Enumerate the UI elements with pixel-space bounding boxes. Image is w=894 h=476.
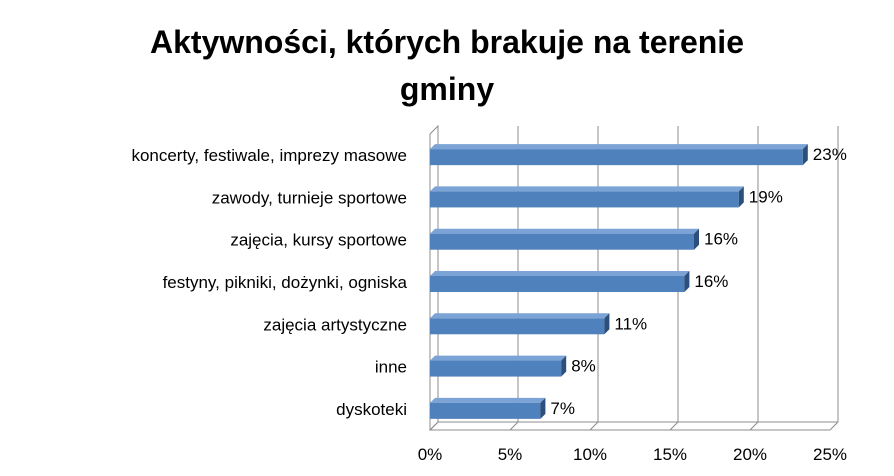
x-tick-label-2: 10% [573, 445, 607, 464]
bar-side-face [694, 228, 699, 250]
data-label-3: 16% [694, 272, 728, 291]
bar-0 [430, 144, 808, 166]
category-label-4: zajęcia artystyczne [263, 315, 407, 334]
bar-side-face [604, 313, 610, 335]
bar-top-face [430, 144, 808, 150]
x-tick-label-3: 15% [653, 445, 687, 464]
x-axis-tick-labels: 0% 5% 10% 15% 20% 25% [418, 445, 847, 464]
category-label-2: zajęcia, kursy sportowe [230, 231, 407, 250]
x-tick-label-1: 5% [498, 445, 523, 464]
bar-side-face [561, 355, 567, 377]
data-labels: 23% 19% 16% 16% 11% 8% 7% [550, 145, 846, 418]
bar-3 [430, 271, 690, 292]
x-tick-label-0: 0% [418, 445, 443, 464]
category-label-6: dyskoteki [336, 400, 407, 419]
category-label-0: koncerty, festiwale, imprezy masowe [131, 146, 407, 165]
bar-front-face [430, 233, 694, 250]
data-label-5: 8% [571, 357, 596, 376]
bar-top-face [430, 355, 567, 361]
bar-2 [430, 228, 699, 250]
category-labels: koncerty, festiwale, imprezy masowe zawod… [131, 146, 407, 419]
category-label-3: festyny, pikniki, dożynki, ogniska [163, 273, 408, 292]
bar-front-face [430, 318, 605, 335]
gridline-floor-1 [509, 421, 519, 431]
bar-top-face [430, 271, 690, 276]
x-tick-label-5: 25% [813, 445, 847, 464]
bar-front-face [430, 360, 562, 377]
bar-top-face [430, 186, 744, 192]
bar-6 [430, 397, 546, 419]
data-label-2: 16% [704, 230, 738, 249]
bar-1 [430, 186, 744, 208]
gridline-floor-2 [589, 421, 599, 431]
gridline-floor-5 [829, 421, 839, 431]
bar-top-face [430, 397, 546, 403]
bar-top-face [430, 313, 610, 319]
bar-front-face [430, 402, 541, 419]
bar-front-face [430, 276, 685, 292]
bar-front-face [430, 191, 739, 208]
gridline-floor-4 [749, 421, 759, 431]
bar-side-face [738, 186, 744, 208]
bar-5 [430, 355, 567, 377]
data-label-0: 23% [813, 145, 847, 164]
data-label-6: 7% [550, 399, 575, 418]
x-tick-label-4: 20% [733, 445, 767, 464]
bars-layer [430, 144, 808, 419]
data-label-1: 19% [749, 187, 783, 206]
bar-top-face [430, 228, 699, 234]
bar-4 [430, 313, 610, 335]
gridline-floor-3 [669, 421, 679, 431]
bar-side-face [540, 397, 546, 419]
bar-front-face [430, 149, 803, 166]
category-label-5: inne [375, 358, 407, 377]
bar-side-face [802, 144, 808, 166]
chart-title-line-2: gminy [400, 71, 494, 107]
data-label-4: 11% [614, 314, 647, 333]
bar-side-face [684, 271, 690, 292]
chart-title-line-1: Aktywności, których brakuje na terenie [150, 24, 744, 60]
category-label-1: zawody, turnieje sportowe [212, 188, 407, 207]
